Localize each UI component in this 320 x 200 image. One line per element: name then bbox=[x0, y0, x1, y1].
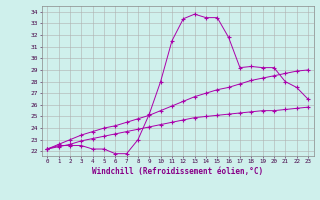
X-axis label: Windchill (Refroidissement éolien,°C): Windchill (Refroidissement éolien,°C) bbox=[92, 167, 263, 176]
